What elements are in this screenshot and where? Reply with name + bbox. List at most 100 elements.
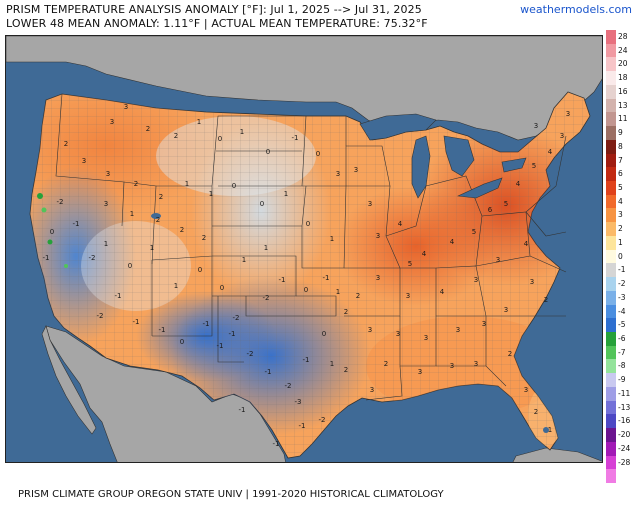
legend-entry: -24 <box>606 441 636 456</box>
legend-swatch <box>606 181 616 195</box>
anomaly-label: 2 <box>384 360 388 368</box>
anomaly-label: -2 <box>57 198 64 206</box>
baja-land <box>41 325 97 435</box>
legend-swatch <box>606 167 616 181</box>
anomaly-label: -2 <box>263 294 270 302</box>
anomaly-label: 2 <box>146 125 150 133</box>
cuba-land <box>512 447 602 462</box>
legend-entry: 3 <box>606 208 636 223</box>
anomaly-label: -1 <box>323 274 330 282</box>
anomaly-label: 4 <box>516 180 521 188</box>
legend-label: -24 <box>618 443 631 453</box>
color-legend: 28 24 20 18 16 13 11 9 8 7 6 5 4 3 2 1 0 -1 -2 -3 -4 -5 -6 -7 -8… <box>606 30 636 483</box>
anomaly-label: 0 <box>198 266 202 274</box>
anomaly-label: 3 <box>450 362 454 370</box>
anomaly-label: 5 <box>408 260 412 268</box>
anomaly-label: 1 <box>548 426 552 434</box>
legend-label: -9 <box>618 375 626 385</box>
anomaly-label: 5 <box>472 228 476 236</box>
legend-entry: 28 <box>606 30 636 44</box>
anomaly-label: 0 <box>180 338 184 346</box>
legend-entry: 16 <box>606 84 636 99</box>
legend-entry: 18 <box>606 71 636 85</box>
anomaly-label: 0 <box>316 150 320 158</box>
anomaly-label: 3 <box>104 200 108 208</box>
legend-swatch <box>606 98 616 113</box>
anomaly-label: -1 <box>239 406 246 414</box>
legend-swatch <box>606 373 616 387</box>
legend-swatch <box>606 57 616 72</box>
anomaly-label: -2 <box>97 312 104 320</box>
legend-label: 3 <box>618 210 623 220</box>
legend-entry: 24 <box>606 43 636 58</box>
legend-label: -8 <box>618 361 626 371</box>
anomaly-label: 2 <box>174 132 178 140</box>
anomaly-label: 3 <box>496 256 500 264</box>
anomaly-label: 0 <box>218 135 222 143</box>
legend-entry: 7 <box>606 153 636 168</box>
legend-entry: 4 <box>606 194 636 209</box>
state-borders <box>55 93 567 401</box>
anomaly-label: 0 <box>304 286 308 294</box>
legend-entry: -11 <box>606 386 636 401</box>
anomaly-label: 2 <box>64 140 68 148</box>
legend-label: -7 <box>618 347 626 357</box>
legend-swatch <box>606 332 616 346</box>
anomaly-label: -1 <box>303 356 310 364</box>
anomaly-label: 3 <box>406 292 410 300</box>
legend-swatch <box>606 249 616 264</box>
legend-entry: 13 <box>606 98 636 113</box>
anomaly-label: 3 <box>424 334 428 342</box>
legend-swatch <box>606 414 616 429</box>
brand-link[interactable]: weathermodels.com <box>520 3 632 16</box>
anomaly-label: 1 <box>185 180 189 188</box>
lake-huron <box>443 135 475 177</box>
anomaly-label: -1 <box>115 292 122 300</box>
legend-entry: -2 <box>606 277 636 291</box>
anomaly-label: -1 <box>73 220 80 228</box>
legend-entry: 11 <box>606 112 636 127</box>
footer-credit: PRISM CLIMATE GROUP OREGON STATE UNIV | … <box>18 489 444 500</box>
anomaly-label: -1 <box>279 276 286 284</box>
legend-label: -5 <box>618 320 626 330</box>
anomaly-label: 2 <box>156 216 160 224</box>
legend-swatch <box>606 30 616 44</box>
anomaly-label: 3 <box>110 118 114 126</box>
legend-label: -1 <box>618 265 626 275</box>
anomaly-label: 3 <box>474 360 478 368</box>
anomaly-label: 1 <box>242 256 246 264</box>
legend-entry: -9 <box>606 373 636 387</box>
anomaly-label: 3 <box>336 170 340 178</box>
legend-label: 13 <box>618 100 628 110</box>
legend-label: -11 <box>618 388 631 398</box>
anomaly-label: -1 <box>217 342 224 350</box>
anomaly-label: 1 <box>197 118 201 126</box>
legend-label: -6 <box>618 334 626 343</box>
legend-label: 24 <box>618 45 628 55</box>
legend-entry: 6 <box>606 167 636 181</box>
anomaly-label: 3 <box>106 170 110 178</box>
anomaly-label: -1 <box>229 330 236 338</box>
anomaly-label: 3 <box>370 386 374 394</box>
legend-swatch <box>606 153 616 168</box>
legend-entry: 0 <box>606 249 636 264</box>
legend-swatch <box>606 222 616 236</box>
anomaly-label: 3 <box>504 306 508 314</box>
anomaly-label: 0 <box>128 262 132 270</box>
legend-swatch <box>606 469 616 483</box>
anomaly-label: 3 <box>456 326 460 334</box>
anomaly-label: 3 <box>396 330 400 338</box>
anomaly-label: 2 <box>534 408 538 416</box>
legend-swatch <box>606 359 616 374</box>
legend-swatch <box>606 71 616 85</box>
anomaly-label: 1 <box>209 190 213 198</box>
anomaly-label: 3 <box>560 132 564 140</box>
anomaly-label: 3 <box>566 110 570 118</box>
anomaly-label: 2 <box>180 226 184 234</box>
legend-swatch <box>606 345 616 360</box>
anomaly-label: -2 <box>247 350 254 358</box>
legend-swatch <box>606 277 616 291</box>
anomaly-label: 6 <box>488 206 493 214</box>
legend-label: 18 <box>618 73 628 83</box>
legend-label: 6 <box>618 169 623 179</box>
